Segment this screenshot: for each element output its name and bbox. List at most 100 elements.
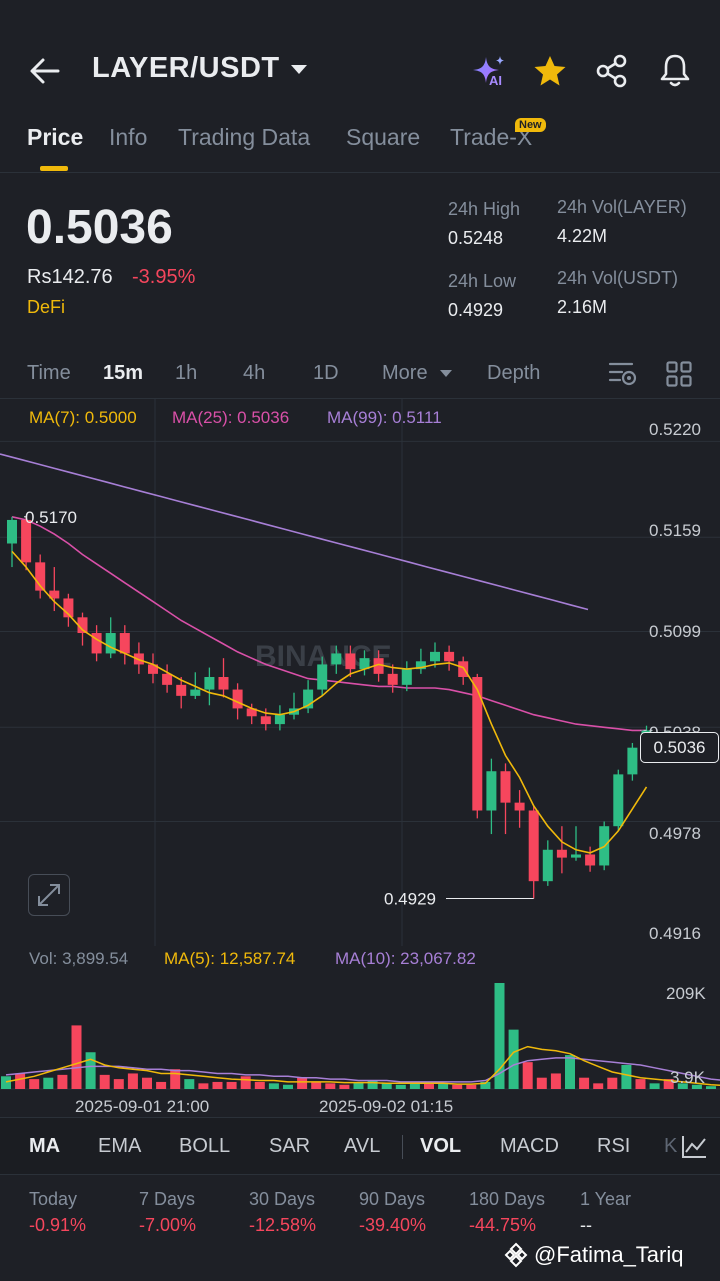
candle-body — [176, 684, 187, 696]
perf-value-today: -0.91% — [29, 1215, 87, 1235]
volume-bar — [15, 1073, 26, 1089]
candle-body — [148, 664, 158, 674]
perf-label-180d: 180 Days — [469, 1189, 546, 1209]
ind-tab-k[interactable]: K — [664, 1135, 678, 1157]
chart-annotations: 0.5170 0.4929 — [24, 508, 653, 908]
candle-body — [246, 708, 257, 717]
ind-tab-ma[interactable]: MA — [29, 1135, 61, 1157]
ind-tab-avl[interactable]: AVL — [344, 1135, 381, 1157]
candle-body — [105, 633, 116, 654]
share-icon[interactable] — [594, 54, 630, 88]
interval-15m[interactable]: 15m — [103, 362, 144, 384]
volume-bar — [663, 1079, 674, 1089]
perf-label-today: Today — [29, 1189, 78, 1209]
volume-bar — [367, 1080, 378, 1089]
volume-bar — [649, 1083, 660, 1089]
volume-bar — [466, 1084, 477, 1089]
time-tick-2: 2025-09-02 01:15 — [319, 1097, 454, 1116]
candle-body — [430, 651, 440, 662]
volume-bar — [71, 1025, 82, 1089]
current-price-tag: 0.5036 — [640, 732, 719, 763]
volume-bar — [522, 1062, 533, 1089]
candle-body — [458, 661, 469, 677]
back-arrow-icon[interactable] — [28, 56, 62, 86]
ma25-line — [11, 516, 647, 732]
tab-price[interactable]: Price — [27, 124, 84, 150]
vol-ma10-polyline — [5, 1057, 720, 1083]
perf-label-90d: 90 Days — [359, 1189, 426, 1209]
change-percent: -3.95% — [132, 266, 196, 288]
candle-body — [373, 658, 384, 674]
low-value: 0.4929 — [448, 300, 504, 320]
interval-4h[interactable]: 4h — [243, 362, 266, 384]
expand-chart-button[interactable] — [28, 874, 70, 916]
candle-body — [556, 849, 567, 858]
ind-tab-boll[interactable]: BOLL — [179, 1135, 231, 1157]
interval-depth[interactable]: Depth — [487, 362, 541, 384]
candle-body — [627, 747, 638, 775]
candle-body — [190, 689, 201, 696]
ind-tab-rsi[interactable]: RSI — [597, 1135, 631, 1157]
candle-body — [331, 653, 342, 665]
perf-value-7d: -7.00% — [139, 1215, 197, 1235]
volume-bar — [452, 1084, 463, 1089]
volume-bar — [283, 1084, 293, 1089]
volume-bar — [311, 1081, 322, 1089]
volume-bar — [29, 1079, 40, 1089]
candle-body — [486, 771, 497, 811]
volume-bar — [156, 1081, 167, 1089]
tab-trading-data[interactable]: Trading Data — [178, 124, 311, 150]
ma7-polyline — [11, 550, 648, 854]
interval-time[interactable]: Time — [27, 362, 71, 384]
volume-bar — [127, 1073, 138, 1089]
volume-bar — [170, 1069, 181, 1089]
grid-layout-icon[interactable] — [666, 361, 692, 387]
volume-bar — [353, 1081, 364, 1089]
star-icon[interactable] — [532, 54, 568, 88]
interval-1h[interactable]: 1h — [175, 362, 198, 384]
interval-more[interactable]: More — [382, 362, 428, 384]
candle-body — [571, 854, 581, 858]
volume-bar — [297, 1077, 308, 1089]
perf-value-90d: -39.40% — [359, 1215, 427, 1235]
price-tick-5: 0.4978 — [649, 824, 701, 843]
volume-bar — [57, 1074, 68, 1089]
perf-label-7d: 7 Days — [139, 1189, 196, 1209]
credit-text: @Fatima_Tariq — [534, 1242, 684, 1267]
interval-1d[interactable]: 1D — [313, 362, 339, 384]
volume-bar — [706, 1086, 716, 1089]
expand-icon — [38, 884, 60, 906]
volume-bar — [438, 1083, 449, 1089]
tab-info[interactable]: Info — [109, 124, 148, 150]
ind-tab-macd[interactable]: MACD — [500, 1135, 559, 1157]
more-caret-icon — [440, 370, 452, 377]
caret-down-icon[interactable] — [290, 64, 308, 76]
volume-bar — [409, 1083, 420, 1089]
volume-bar — [142, 1077, 152, 1089]
ind-tab-vol[interactable]: VOL — [420, 1135, 462, 1157]
volume-bar — [621, 1064, 632, 1089]
pair-title[interactable]: LAYER/USDT — [92, 52, 280, 84]
ind-tab-sar[interactable]: SAR — [269, 1135, 311, 1157]
volume-bar — [240, 1076, 251, 1089]
ind-tab-ema[interactable]: EMA — [98, 1135, 142, 1157]
candle-body — [528, 810, 539, 882]
tab-square[interactable]: Square — [346, 124, 421, 150]
perf-label-30d: 30 Days — [249, 1189, 316, 1209]
price-tick-2: 0.5159 — [649, 521, 701, 540]
chart-settings-icon[interactable] — [608, 360, 638, 388]
volume-bar — [99, 1074, 110, 1089]
bell-icon[interactable] — [658, 52, 692, 88]
volume-bar — [339, 1084, 350, 1089]
candle-body — [218, 677, 229, 690]
ai-button[interactable]: AI — [470, 54, 508, 90]
candle-body — [345, 653, 356, 670]
vol-ma5-legend: MA(5): 12,587.74 — [164, 949, 296, 968]
candle-body — [7, 519, 17, 544]
vol-ma10-legend: MA(10): 23,067.82 — [335, 949, 476, 968]
indicator-chart-icon[interactable] — [680, 1134, 708, 1160]
volume-bar — [494, 983, 505, 1089]
candle-body — [77, 617, 88, 634]
category-tag[interactable]: DeFi — [27, 297, 66, 317]
